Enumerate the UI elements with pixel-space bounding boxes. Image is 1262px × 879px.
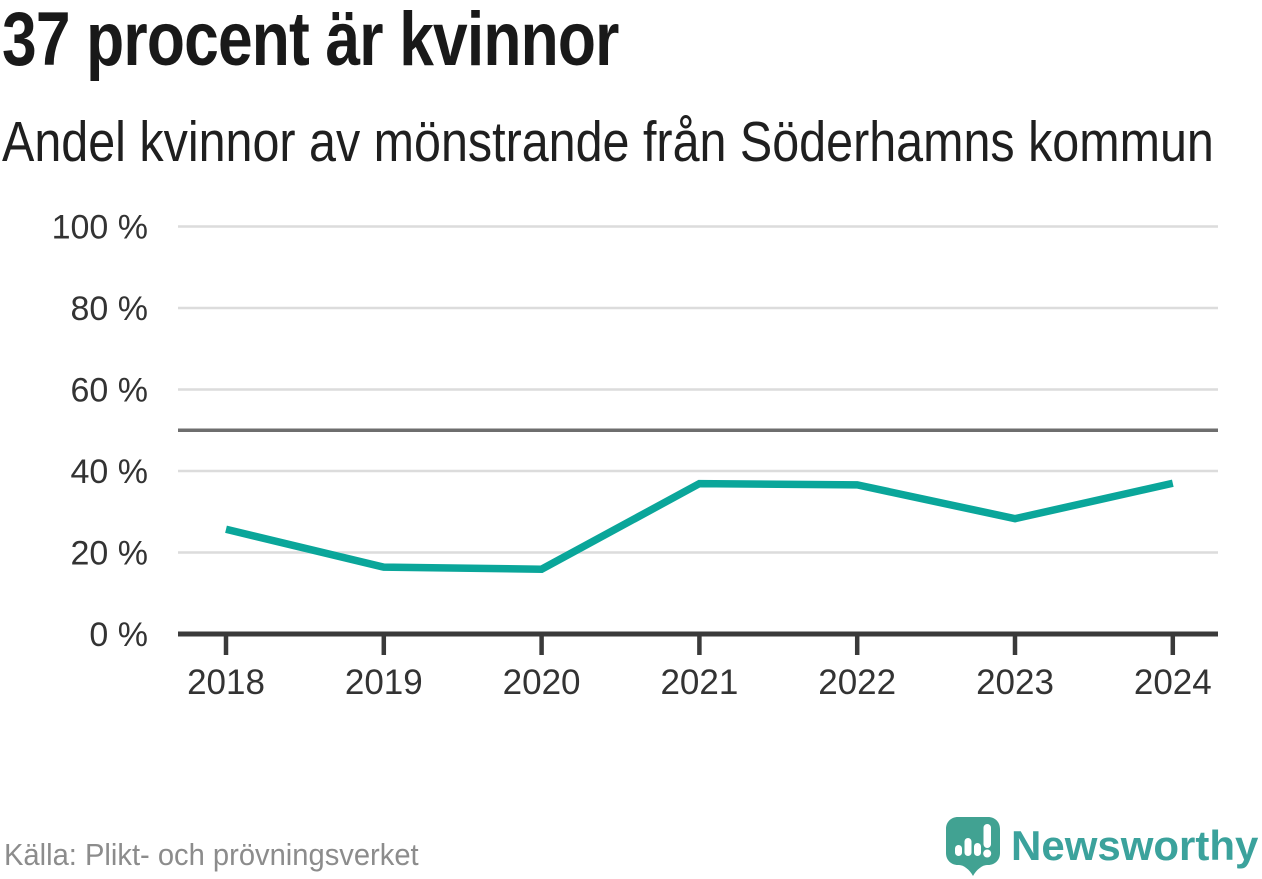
chart-title: 37 procent är kvinnor [2, 0, 619, 82]
x-tick-label-2024: 2024 [1134, 663, 1212, 702]
brand-wordmark: Newsworthy [1011, 822, 1259, 869]
bar-icon [974, 843, 981, 856]
y-tick-label-60: 60 % [71, 372, 149, 410]
x-tick-label-2021: 2021 [660, 663, 738, 702]
bar-chart-exclamation-glyph [955, 824, 992, 858]
source-note: Källa: Plikt- och prövningsverket [4, 837, 419, 872]
y-tick-label-40: 40 % [71, 453, 149, 491]
data-line [225, 479, 1174, 573]
x-tick-label-2020: 2020 [503, 663, 581, 702]
bar-icon [955, 845, 962, 856]
exclamation-dot-icon [983, 849, 992, 858]
y-tick-label-0: 0 % [89, 616, 148, 654]
x-tick-label-2022: 2022 [818, 663, 896, 702]
x-tick-label-2019: 2019 [345, 663, 423, 702]
y-tick-label-80: 80 % [71, 290, 149, 328]
newsworthy-logo-icon [946, 817, 1000, 876]
bar-icon [964, 838, 972, 856]
chart-subtitle: Andel kvinnor av mönstrande från Söderha… [2, 110, 1214, 174]
x-tick-label-2023: 2023 [976, 663, 1054, 702]
exclamation-stem-icon [983, 824, 991, 848]
y-tick-label-20: 20 % [71, 535, 149, 573]
newsworthy-brand: Newsworthy [943, 815, 1258, 877]
y-tick-label-100: 100 % [52, 209, 148, 247]
speech-bubble-shape [946, 817, 1000, 876]
x-tick-label-2018: 2018 [187, 663, 265, 702]
